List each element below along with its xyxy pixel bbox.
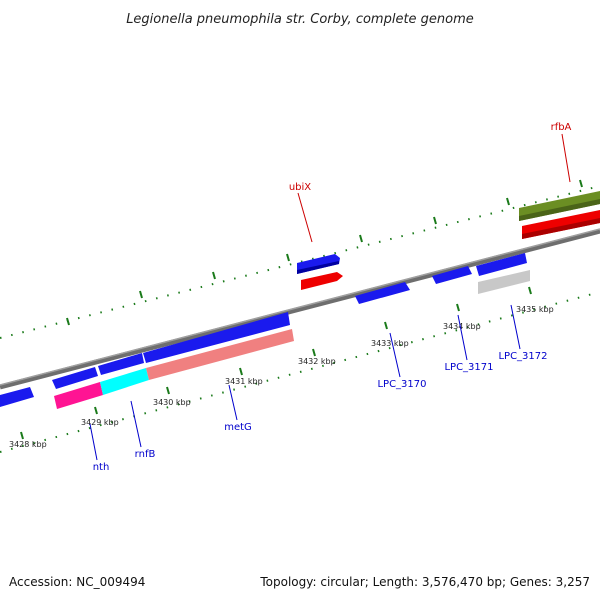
gene-salmon-feature[interactable] <box>146 329 294 380</box>
tick-label-3431: 3431 kbp <box>225 377 263 386</box>
gene-blue-left[interactable] <box>0 387 34 407</box>
gene-label-metG[interactable]: metG <box>224 422 252 433</box>
gene-label-LPC_3171[interactable]: LPC_3171 <box>444 362 493 373</box>
tick-label-3433: 3433 kbp <box>371 339 409 348</box>
gene-label-rfbA[interactable]: rfbA <box>551 122 572 133</box>
gene-label-nth[interactable]: nth <box>93 462 110 473</box>
label-leader-lines <box>89 133 571 461</box>
gene-LPC_3171[interactable] <box>432 266 472 284</box>
inner-major-ticks <box>20 286 532 440</box>
gene-metG[interactable] <box>143 312 290 363</box>
tick-label-3435: 3435 kbp <box>516 305 554 314</box>
tick-label-3429: 3429 kbp <box>81 418 119 427</box>
accession-text: Accession: NC_009494 <box>9 575 145 589</box>
gene-labels: rfbA ubiX nth rnfB metG LPC_3170 LPC_317… <box>93 122 572 473</box>
forward-strand-genes <box>297 191 600 290</box>
gene-label-rnfB[interactable]: rnfB <box>135 449 156 460</box>
gene-red-feature-small[interactable] <box>301 272 343 290</box>
tick-label-3430: 3430 kbp <box>153 398 191 407</box>
gene-label-LPC_3172[interactable]: LPC_3172 <box>498 351 547 362</box>
gene-nth[interactable] <box>52 367 98 389</box>
gene-rnfB[interactable] <box>98 353 144 375</box>
gene-LPC_3172[interactable] <box>476 253 527 276</box>
genome-summary-text: Topology: circular; Length: 3,576,470 bp… <box>259 575 590 589</box>
gene-label-LPC_3170[interactable]: LPC_3170 <box>377 379 426 390</box>
tick-labels: 3428 kbp 3429 kbp 3430 kbp 3431 kbp 3432… <box>9 305 554 449</box>
tick-label-3434: 3434 kbp <box>443 322 481 331</box>
gene-pink-feature[interactable] <box>54 382 103 409</box>
outer-major-ticks <box>66 179 583 326</box>
gene-LPC_3170[interactable] <box>355 282 410 304</box>
gene-cyan-feature[interactable] <box>100 368 149 395</box>
gene-grey-feature[interactable] <box>478 270 530 294</box>
map-title: Legionella pneumophila str. Corby, compl… <box>126 12 474 27</box>
genome-backbone <box>0 228 600 390</box>
tick-label-3428: 3428 kbp <box>9 440 47 449</box>
reverse-strand-genes <box>0 253 530 409</box>
tick-label-3432: 3432 kbp <box>298 357 336 366</box>
gene-label-ubiX[interactable]: ubiX <box>289 182 311 193</box>
